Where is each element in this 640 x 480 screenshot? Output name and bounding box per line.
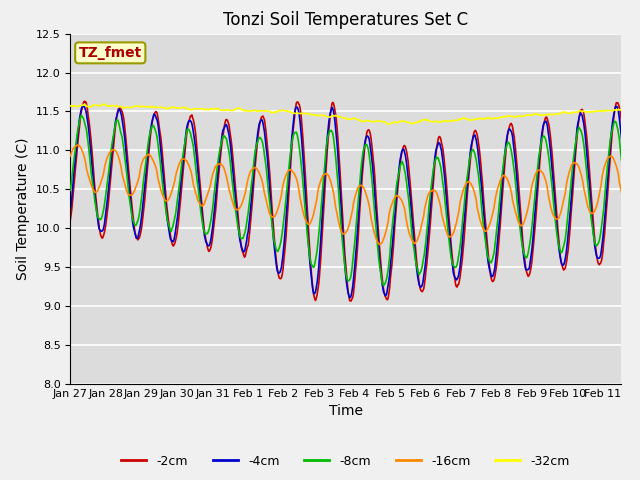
Legend: -2cm, -4cm, -8cm, -16cm, -32cm: -2cm, -4cm, -8cm, -16cm, -32cm — [116, 450, 575, 473]
Y-axis label: Soil Temperature (C): Soil Temperature (C) — [17, 138, 30, 280]
X-axis label: Time: Time — [328, 405, 363, 419]
Text: TZ_fmet: TZ_fmet — [79, 46, 142, 60]
Title: Tonzi Soil Temperatures Set C: Tonzi Soil Temperatures Set C — [223, 11, 468, 29]
